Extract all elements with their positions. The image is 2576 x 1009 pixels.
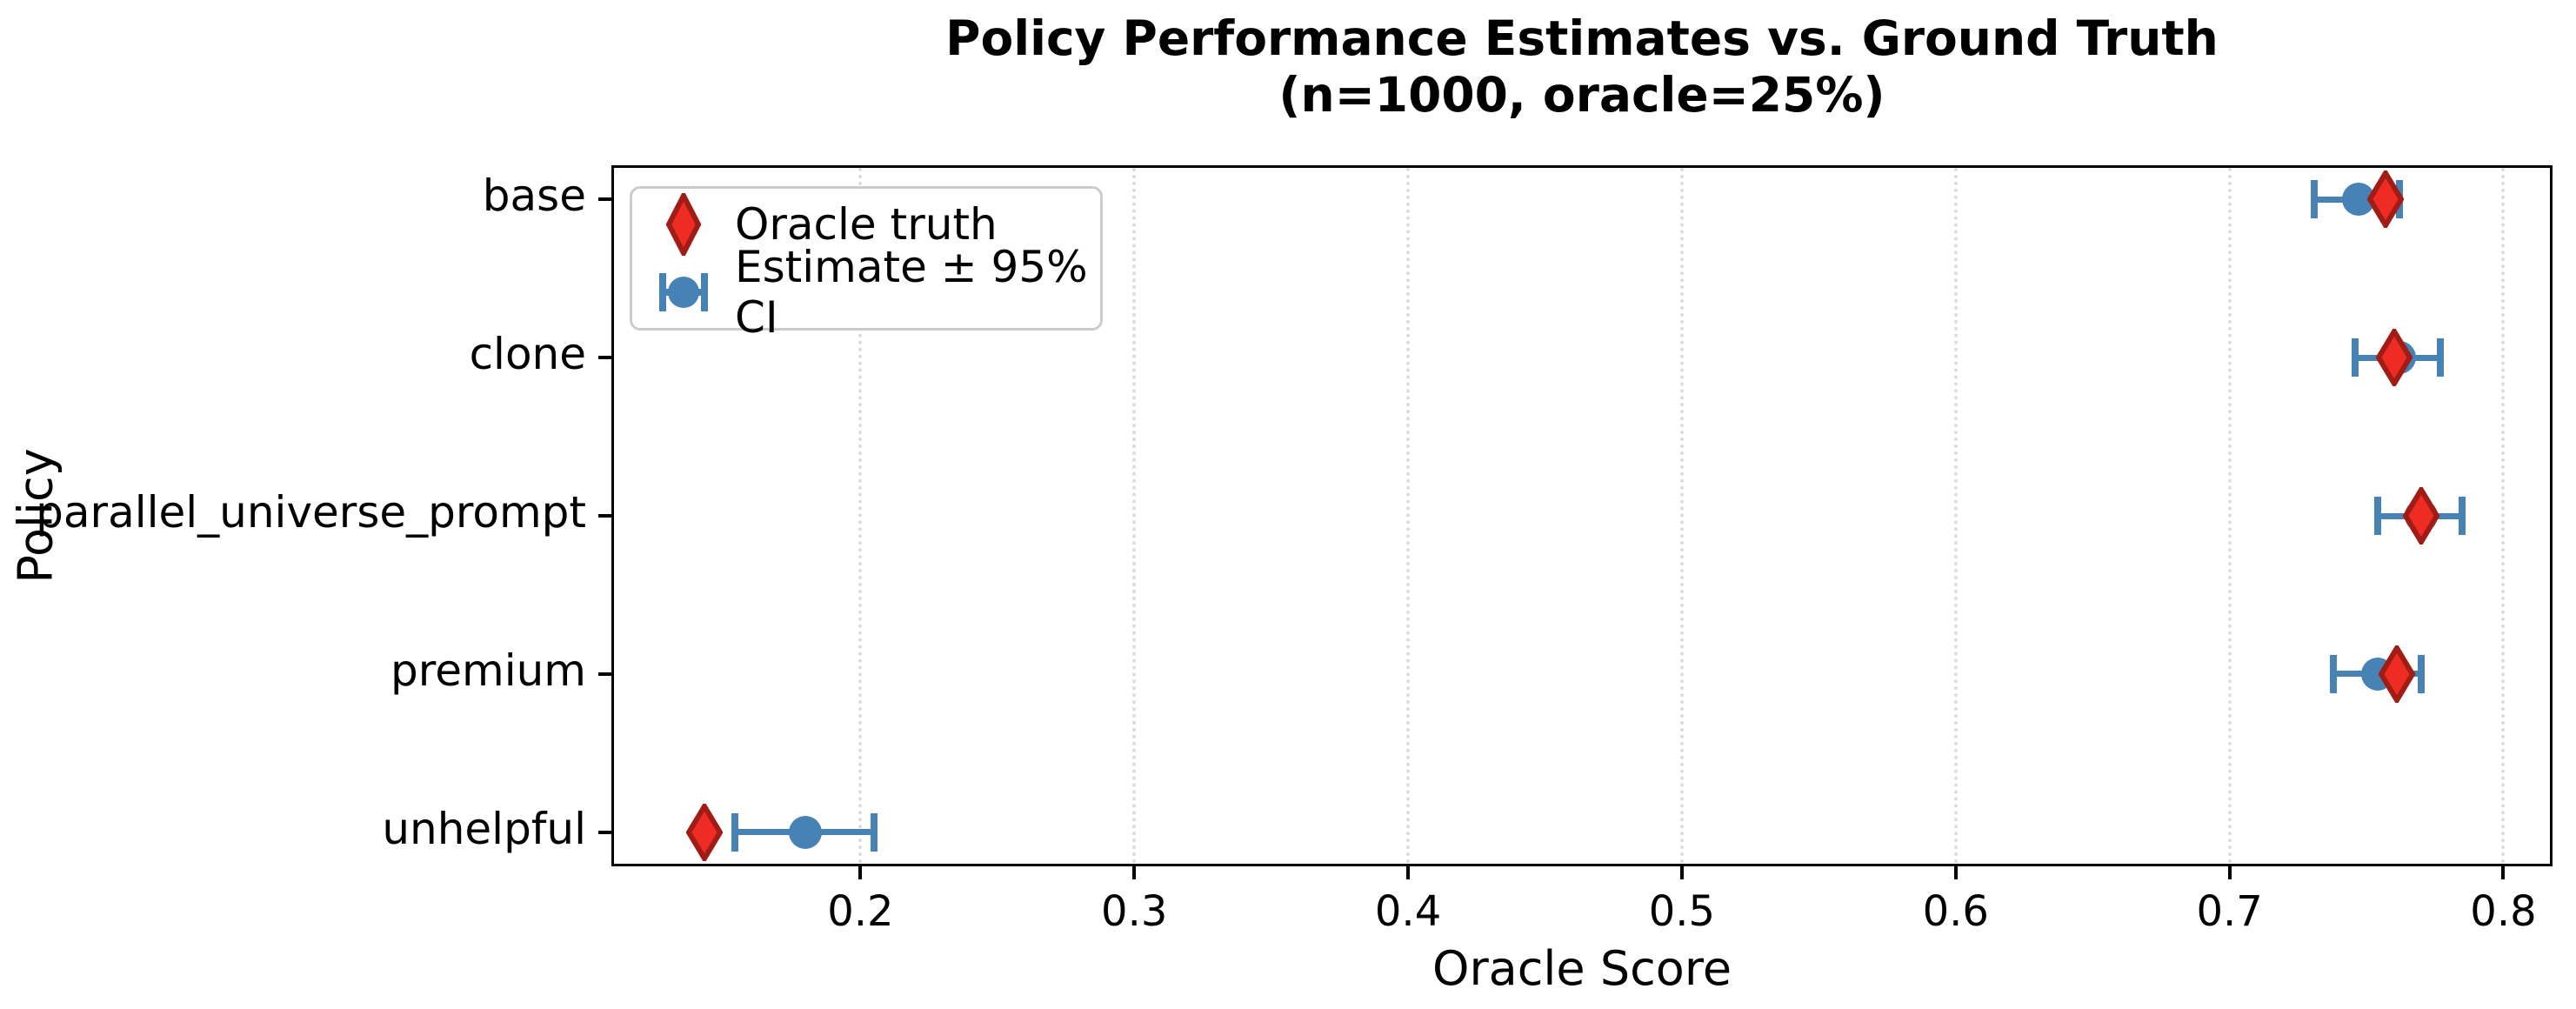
- oracle-marker: [2402, 484, 2440, 548]
- legend: Oracle truth Estimate ± 95% CI: [630, 186, 1103, 343]
- oracle-marker: [2375, 326, 2413, 390]
- error-bar-cap: [731, 812, 738, 852]
- x-tick-label: 0.4: [1374, 887, 1442, 936]
- blue-errorbar-icon: [632, 271, 735, 313]
- x-tick: [1679, 866, 1684, 879]
- y-tick: [598, 356, 611, 360]
- x-tick-label: 0.6: [1922, 887, 1989, 936]
- y-tick: [598, 514, 611, 518]
- gridline: [1132, 168, 1137, 864]
- x-tick: [2501, 866, 2506, 879]
- x-tick-label: 0.8: [2470, 887, 2537, 936]
- error-bar-cap: [2459, 497, 2466, 535]
- x-tick: [858, 866, 863, 879]
- error-bar-cap: [2311, 180, 2319, 219]
- x-tick-label: 0.5: [1648, 887, 1716, 936]
- gridline: [2501, 168, 2506, 864]
- y-tick: [598, 830, 611, 834]
- legend-label-estimate-ci: Estimate ± 95% CI: [735, 242, 1088, 343]
- legend-item-oracle-truth: Oracle truth: [632, 192, 1100, 257]
- legend-item-estimate-ci: Estimate ± 95% CI: [632, 242, 1100, 343]
- x-tick-label: 0.3: [1101, 887, 1168, 936]
- x-axis-label: Oracle Score: [1431, 941, 1732, 996]
- x-tick: [2227, 866, 2232, 879]
- error-bar-cap: [2330, 654, 2338, 693]
- gridline: [1953, 168, 1958, 864]
- error-bar-cap: [2418, 654, 2426, 693]
- x-tick: [1406, 866, 1411, 879]
- y-tick-label: parallel_universe_prompt: [36, 487, 586, 538]
- gridline: [2227, 168, 2232, 864]
- red-diamond-icon: [632, 193, 735, 256]
- chart-title-line2: (n=1000, oracle=25%): [1278, 66, 1885, 123]
- y-tick-label: unhelpful: [382, 803, 586, 854]
- y-tick-label: premium: [390, 645, 586, 696]
- gridline: [858, 168, 863, 864]
- x-tick-label: 0.2: [827, 887, 894, 936]
- error-bar-cap: [871, 812, 878, 852]
- oracle-marker: [2366, 168, 2405, 231]
- chart-title-line1: Policy Performance Estimates vs. Ground …: [945, 10, 2219, 66]
- y-tick-label: clone: [469, 329, 586, 380]
- y-axis-label: Policy: [8, 448, 63, 584]
- oracle-marker: [685, 800, 724, 865]
- error-bar-cap: [2373, 497, 2381, 535]
- chart-title: Policy Performance Estimates vs. Ground …: [611, 10, 2553, 124]
- x-tick: [1132, 866, 1137, 879]
- x-tick: [1953, 866, 1958, 879]
- y-tick: [598, 197, 611, 202]
- estimate-marker: [789, 815, 823, 849]
- error-bar-cap: [2437, 338, 2445, 378]
- y-tick-label: base: [482, 170, 586, 222]
- error-bar-cap: [2352, 338, 2359, 378]
- x-tick-label: 0.7: [2196, 887, 2263, 936]
- gridline: [1406, 168, 1411, 864]
- gridline: [1679, 168, 1684, 864]
- oracle-marker: [2378, 642, 2416, 706]
- y-tick: [598, 672, 611, 676]
- legend-label-oracle-truth: Oracle truth: [735, 199, 998, 250]
